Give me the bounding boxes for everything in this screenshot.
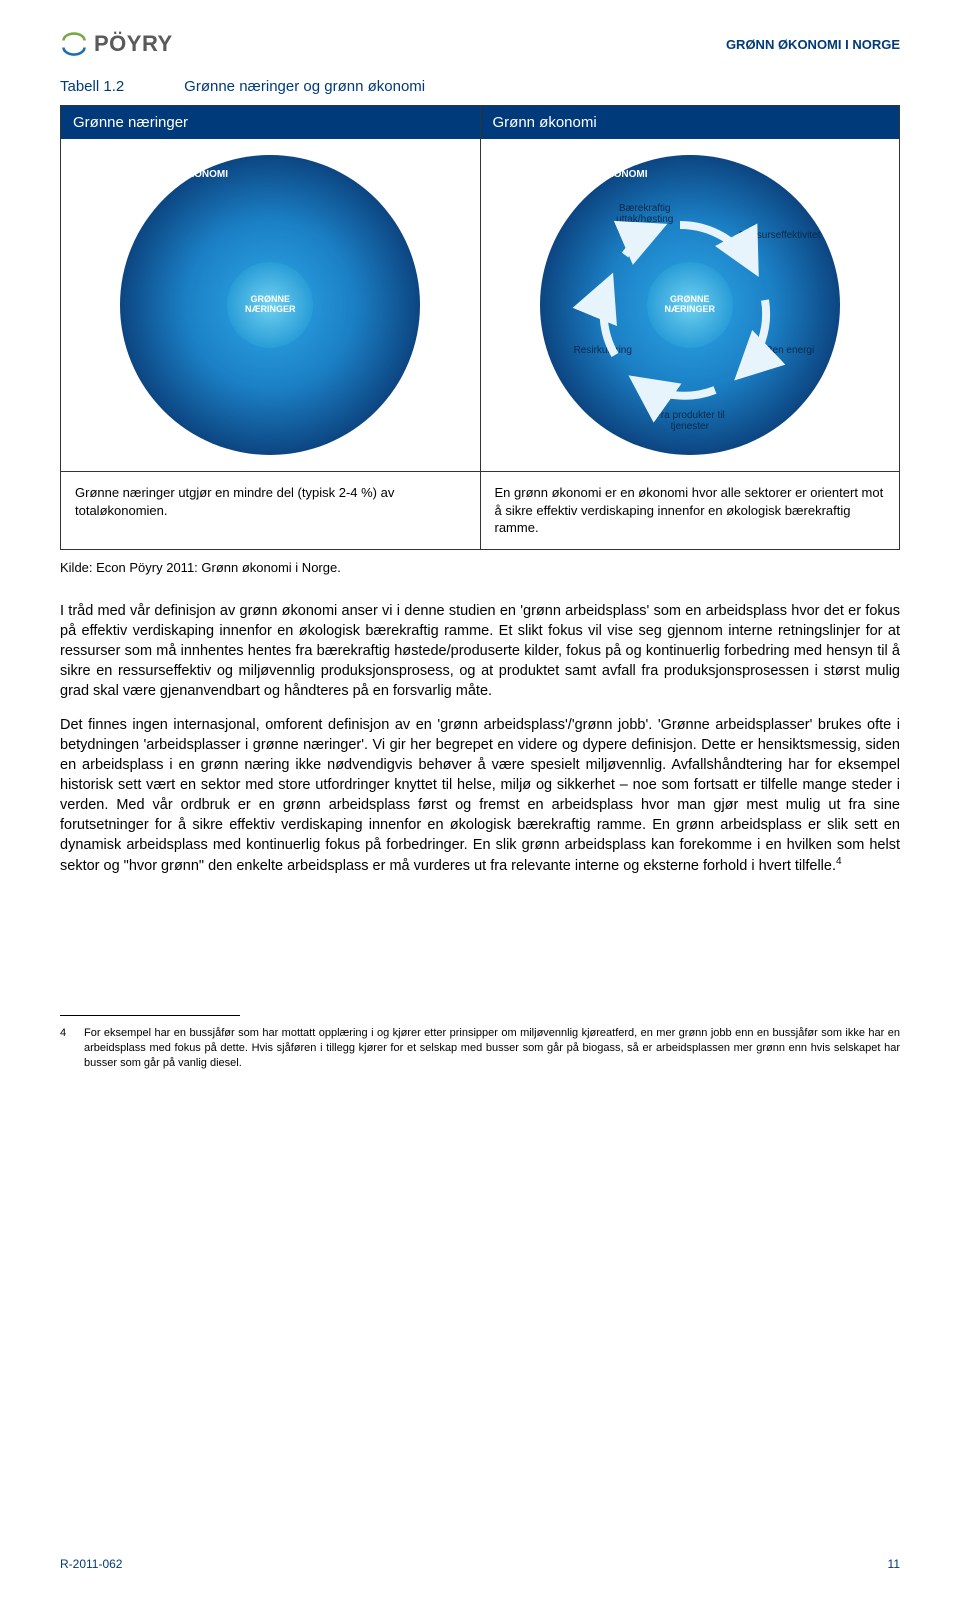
col2-footer: En grønn økonomi er en økonomi hvor alle… [480,472,900,549]
diagram1-center-label: GRØNNE NÆRINGER [227,295,313,315]
footnote-text: For eksempel har en bussjåfør som har mo… [84,1026,900,1071]
logo-icon [60,30,88,58]
logo: PÖYRY [60,30,173,58]
comparison-table: Grønne næringer Grønn økonomi NORSK ØKON… [60,105,900,550]
table-source: Kilde: Econ Pöyry 2011: Grønn økonomi i … [60,560,900,575]
footnote-number: 4 [60,1026,70,1071]
table-number: Tabell 1.2 [60,78,180,95]
body-paragraph-1: I tråd med vår definisjon av grønn økono… [60,601,900,701]
table-diagram-row: NORSK ØKONOMI GRØNNE NÆRINGER NORSK ØKON… [61,139,899,471]
footnote-ref-4: 4 [836,856,842,867]
table-footer-row: Grønne næringer utgjør en mindre del (ty… [61,471,899,549]
page-footer: R-2011-062 11 [60,1557,900,1571]
footer-page-number: 11 [888,1557,900,1571]
col2-header: Grønn økonomi [480,106,900,139]
cycle-arrows-icon [540,155,840,455]
page: PÖYRY GRØNN ØKONOMI I NORGE Tabell 1.2 G… [0,0,960,1601]
col1-header: Grønne næringer [61,106,480,139]
diagram-gronne-naeringer: NORSK ØKONOMI GRØNNE NÆRINGER [120,155,420,455]
col1-footer: Grønne næringer utgjør en mindre del (ty… [61,472,480,549]
diagram1-outer-label: NORSK ØKONOMI [140,169,228,180]
footnote-4: 4 For eksempel har en bussjåfør som har … [60,1026,900,1071]
logo-text: PÖYRY [94,31,173,57]
body-paragraph-2: Det finnes ingen internasjonal, omforent… [60,715,900,876]
diagram1-cell: NORSK ØKONOMI GRØNNE NÆRINGER [61,139,480,471]
footer-doc-id: R-2011-062 [60,1557,122,1571]
footnote-separator [60,1015,240,1016]
diagram-gronn-okonomi: NORSK ØKONOMI GRØNNE NÆRINGER Bærekrafti… [540,155,840,455]
page-header: PÖYRY GRØNN ØKONOMI I NORGE [60,30,900,58]
header-right-text: GRØNN ØKONOMI I NORGE [726,37,900,52]
table-caption: Tabell 1.2 Grønne næringer og grønn økon… [60,78,900,95]
table-title: Grønne næringer og grønn økonomi [184,78,425,95]
diagram2-cell: NORSK ØKONOMI GRØNNE NÆRINGER Bærekrafti… [480,139,900,471]
body-paragraph-2-text: Det finnes ingen internasjonal, omforent… [60,717,900,874]
table-header-row: Grønne næringer Grønn økonomi [61,106,899,139]
diagram1-center: GRØNNE NÆRINGER [227,262,313,348]
